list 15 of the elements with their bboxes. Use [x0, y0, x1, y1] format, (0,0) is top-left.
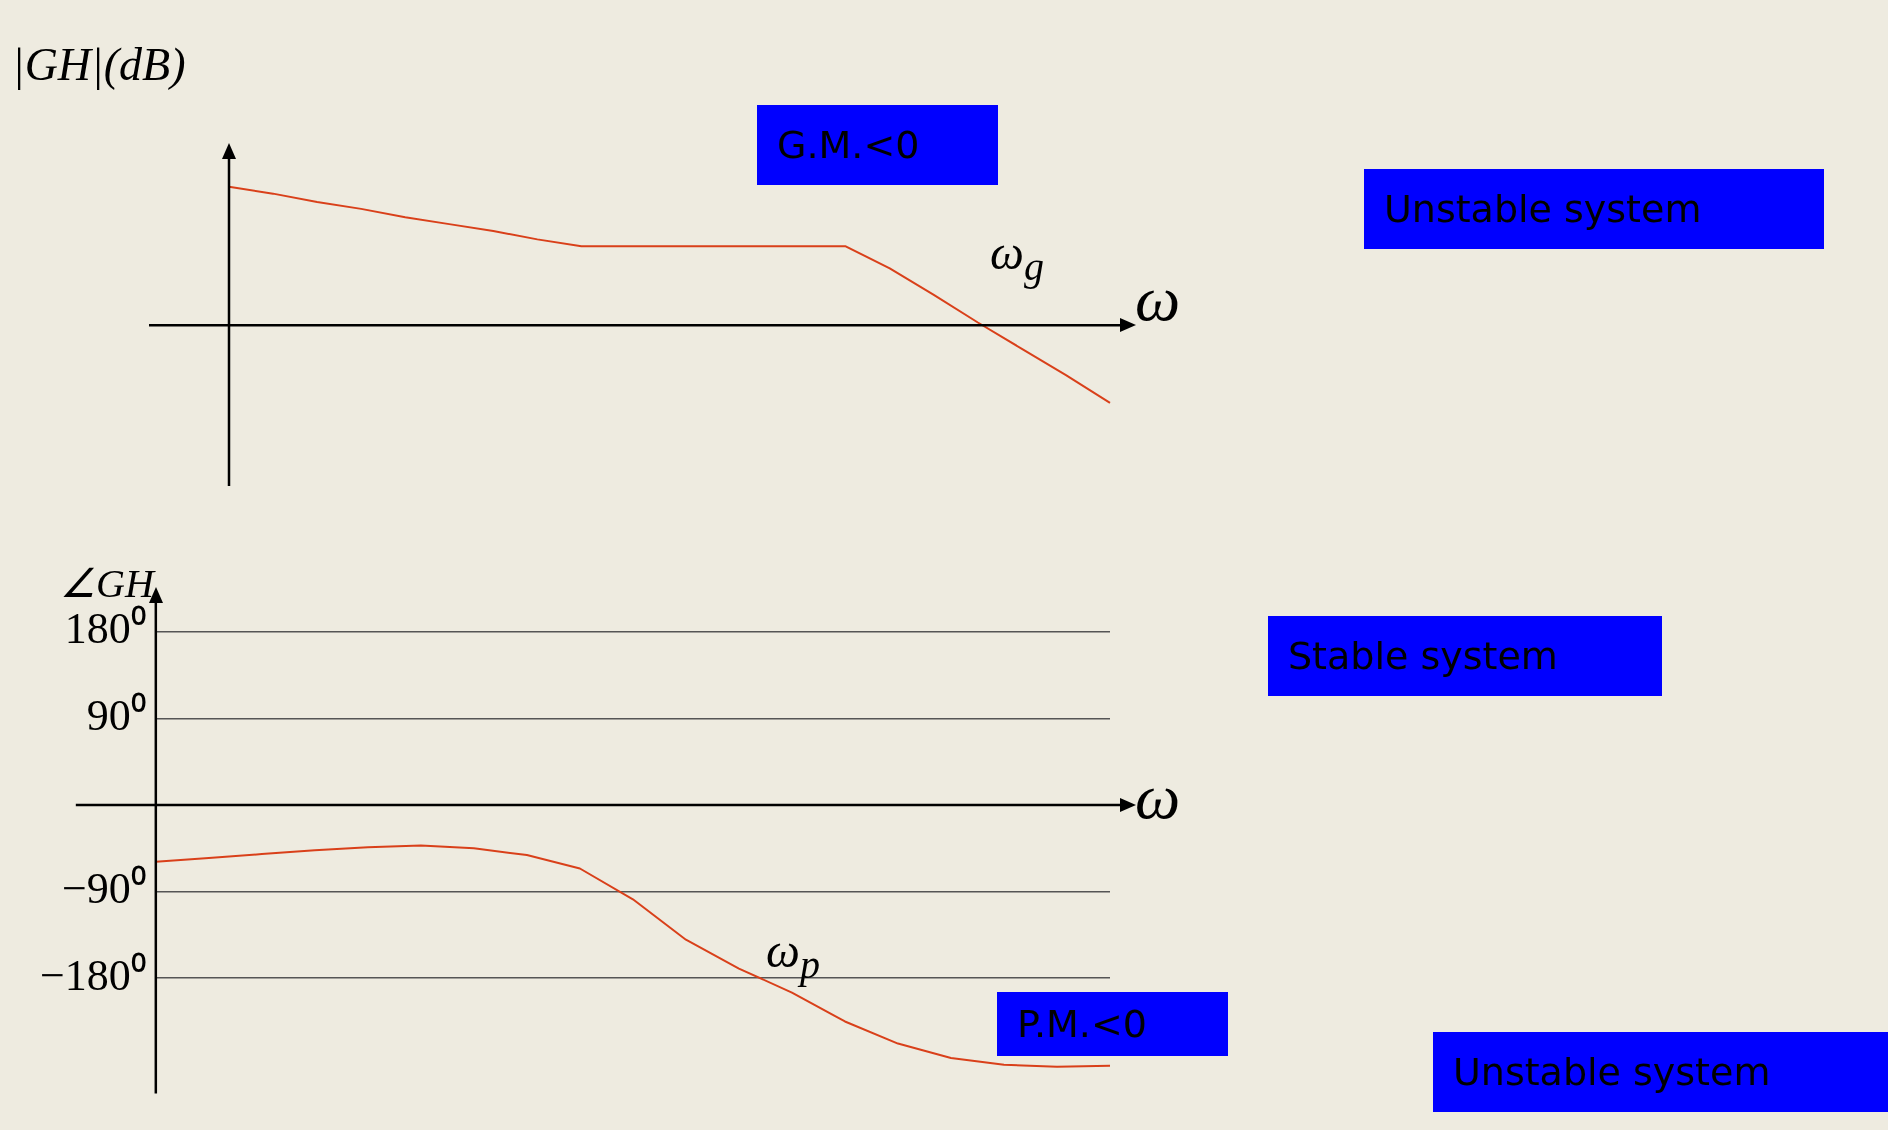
annotation: ω$_{g}$	[990, 225, 1044, 290]
y-axis-title: ∠GH	[60, 560, 154, 606]
y-tick-label: −180⁰	[39, 950, 146, 1000]
annotation: P.M.<0	[997, 992, 1228, 1056]
x-axis-title: ω	[1135, 760, 1181, 834]
text: Unstable system	[1364, 169, 1824, 249]
x-axis-title: ω	[1135, 262, 1181, 336]
annotation: ω$_{p}$	[766, 923, 820, 988]
y-tick-label: 180⁰	[64, 604, 146, 654]
text: Unstable system	[1433, 1032, 1888, 1112]
y-axis-title: |GH|(dB)	[12, 38, 186, 91]
text: Stable system	[1268, 616, 1662, 696]
y-tick-label: 90⁰	[86, 691, 146, 740]
y-tick-label: −90⁰	[61, 864, 146, 914]
text: G.M.<0	[757, 105, 998, 185]
